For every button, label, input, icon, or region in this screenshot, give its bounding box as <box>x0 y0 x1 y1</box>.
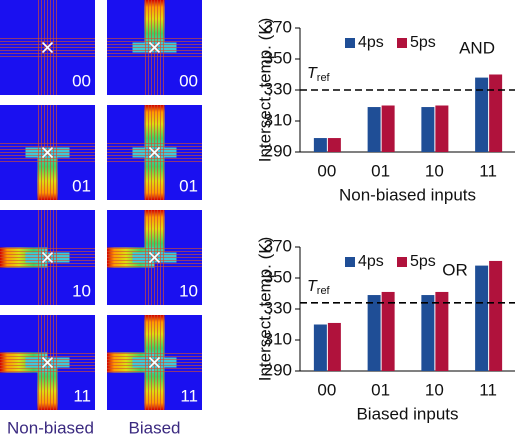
legend-swatch <box>397 38 407 48</box>
x-tick-label: 00 <box>317 380 336 399</box>
y-tick-label: 290 <box>264 141 292 160</box>
bar <box>313 138 327 152</box>
legend-label: 5ps <box>410 34 436 51</box>
y-tick-label: 370 <box>264 17 292 36</box>
x-axis-label: Non-biased inputs <box>339 185 476 204</box>
annotation: AND <box>459 38 495 57</box>
legend-swatch <box>397 257 407 267</box>
reference-subscript: ref <box>317 72 331 84</box>
tile-label: 11 <box>73 386 91 405</box>
bar <box>367 295 381 371</box>
heatmap-tile: 10 <box>0 210 95 305</box>
tile-label: 00 <box>179 71 198 90</box>
bar <box>313 324 327 371</box>
y-tick-label: 330 <box>264 79 292 98</box>
x-tick-label: 01 <box>371 161 390 180</box>
bar <box>367 107 381 152</box>
annotation: OR <box>442 260 468 279</box>
heatmap-tile: 11 <box>0 315 95 410</box>
legend-swatch <box>345 38 355 48</box>
center-x <box>41 356 54 369</box>
center-x <box>41 251 54 264</box>
column-label: Non-biased <box>7 418 94 437</box>
bar <box>475 77 489 152</box>
center-x <box>148 356 161 369</box>
x-tick-label: 01 <box>371 380 390 399</box>
tile-label: 11 <box>180 386 198 405</box>
heatmap-tile: 10 <box>107 210 202 305</box>
tile-label: 01 <box>179 176 198 195</box>
legend-label: 5ps <box>410 253 436 270</box>
y-tick-label: 310 <box>264 329 292 348</box>
reference-label: Tref <box>307 65 331 84</box>
center-x <box>148 41 161 54</box>
x-tick-label: 11 <box>479 161 497 180</box>
y-axis-label: Intersect. temp. (K) <box>255 237 274 382</box>
reference-symbol: T <box>307 65 318 82</box>
tile-label: 00 <box>72 71 91 90</box>
x-axis-label: Biased inputs <box>356 404 458 423</box>
bar <box>421 295 435 371</box>
y-axis-label: Intersect. temp. (K) <box>255 18 274 163</box>
x-tick-label: 10 <box>425 161 444 180</box>
column-label: Biased <box>129 418 181 437</box>
y-tick-label: 330 <box>264 298 292 317</box>
tile-label: 10 <box>72 281 91 300</box>
legend-label: 4ps <box>358 34 384 51</box>
y-tick-label: 350 <box>264 48 292 67</box>
legend-label: 4ps <box>358 253 384 270</box>
center-x <box>148 251 161 264</box>
heatmap-tile: 01 <box>0 105 95 200</box>
bar <box>421 107 435 152</box>
center-x <box>148 146 161 159</box>
heatmap-tile: 00 <box>107 0 202 95</box>
legend-swatch <box>345 257 355 267</box>
bar <box>489 260 503 371</box>
tile-label: 01 <box>72 176 91 195</box>
bar <box>381 105 395 152</box>
x-tick-label: 00 <box>317 161 336 180</box>
x-tick-label: 11 <box>479 380 497 399</box>
bar <box>435 105 449 152</box>
y-tick-label: 370 <box>264 236 292 255</box>
y-tick-label: 310 <box>264 110 292 129</box>
bar <box>381 291 395 371</box>
y-tick-label: 350 <box>264 267 292 286</box>
reference-subscript: ref <box>317 285 331 297</box>
bar <box>327 138 341 152</box>
center-x <box>41 146 54 159</box>
bar <box>327 322 341 371</box>
x-tick-label: 10 <box>425 380 444 399</box>
heatmap-tile: 01 <box>107 105 202 200</box>
heatmap-tile: 11 <box>107 315 202 410</box>
y-tick-label: 290 <box>264 360 292 379</box>
bar <box>475 265 489 371</box>
bar <box>489 74 503 152</box>
bar <box>435 291 449 371</box>
reference-symbol: T <box>307 278 318 295</box>
center-x <box>41 41 54 54</box>
heatmap-tile: 00 <box>0 0 95 95</box>
tile-label: 10 <box>179 281 198 300</box>
reference-label: Tref <box>307 278 331 297</box>
